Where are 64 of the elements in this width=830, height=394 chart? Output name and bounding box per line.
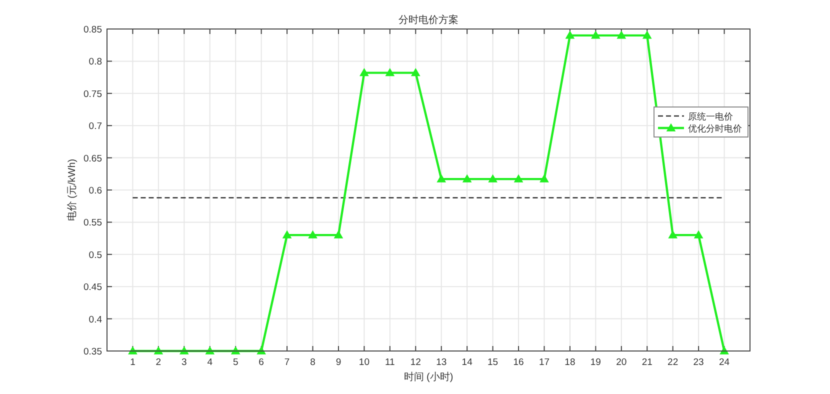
y-tick-label: 0.5 [88, 250, 102, 261]
x-tick-label: 22 [668, 357, 678, 368]
point [411, 68, 420, 76]
x-tick-label: 11 [384, 357, 395, 368]
legend-label: 优化分时电价 [688, 124, 742, 134]
x-tick-label: 21 [642, 357, 652, 368]
point [154, 346, 163, 354]
legend-label: 原统一电价 [688, 112, 733, 122]
y-tick-label: 0.65 [84, 153, 102, 164]
x-tick-label: 3 [182, 357, 187, 368]
point [180, 346, 188, 354]
y-tick-label: 0.8 [88, 56, 102, 68]
x-tick-label: 10 [358, 357, 370, 368]
point [360, 68, 368, 76]
chart-title: 分时电价方案 [398, 14, 458, 26]
y-tick-label: 0.75 [84, 88, 102, 100]
x-tick-label: 2 [156, 357, 162, 368]
point [514, 174, 523, 182]
point [334, 230, 343, 238]
y-tick-label: 0.55 [84, 218, 102, 229]
point [642, 31, 652, 39]
point [720, 346, 729, 354]
point [128, 346, 138, 354]
x-tick-label: 5 [232, 357, 238, 368]
point [488, 174, 498, 182]
point [668, 230, 678, 238]
x-tick-label: 23 [693, 357, 704, 368]
point [282, 230, 292, 238]
x-tick-label: 1 [130, 357, 136, 368]
point [231, 346, 240, 354]
y-tick-label: 0.4 [88, 314, 102, 326]
y-tick-label: 0.6 [88, 186, 102, 196]
y-tick-label: 0.85 [84, 24, 102, 36]
point [617, 31, 626, 39]
x-tick-label: 19 [590, 357, 601, 368]
x-tick-label: 12 [410, 357, 421, 368]
y-tick-label: 0.35 [84, 346, 102, 358]
point [462, 174, 472, 182]
x-axis-title: 时间 (小时) [404, 371, 454, 383]
point [437, 174, 446, 182]
point [308, 230, 318, 238]
x-tick-label: 6 [258, 357, 264, 368]
x-tick-label: 4 [207, 357, 213, 368]
point [591, 31, 600, 39]
point [694, 230, 703, 238]
x-tick-label: 9 [336, 357, 342, 368]
point [540, 174, 549, 182]
x-tick-label: 15 [488, 357, 498, 368]
y-tick-label: 0.7 [88, 121, 102, 132]
x-tick-label: 14 [462, 357, 472, 368]
y-axis-title: 电价 (元/kWh) [66, 158, 78, 222]
x-tick-label: 20 [616, 357, 627, 368]
x-tick-label: 13 [436, 357, 447, 368]
x-tick-label: 24 [718, 357, 730, 368]
y-tick-label: 0.45 [84, 282, 102, 294]
x-tick-label: 18 [564, 357, 576, 368]
point [566, 31, 574, 39]
point [206, 346, 214, 354]
x-tick-label: 17 [538, 357, 550, 368]
point [257, 346, 266, 354]
x-tick-label: 7 [284, 357, 290, 368]
x-tick-label: 16 [513, 357, 524, 368]
x-tick-label: 8 [310, 357, 316, 368]
point [386, 68, 394, 76]
